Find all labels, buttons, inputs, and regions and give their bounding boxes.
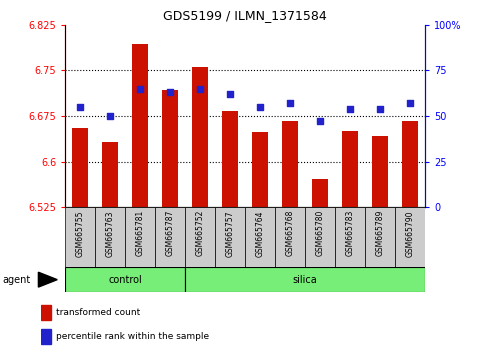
Bar bbox=[342, 131, 358, 207]
Point bbox=[286, 100, 294, 106]
Bar bbox=[125, 207, 155, 267]
Bar bbox=[72, 128, 88, 207]
Bar bbox=[65, 207, 95, 267]
Point bbox=[346, 106, 354, 112]
Bar bbox=[215, 207, 245, 267]
Text: control: control bbox=[108, 275, 142, 285]
Text: GSM665755: GSM665755 bbox=[76, 210, 85, 257]
Point bbox=[406, 100, 414, 106]
Point bbox=[76, 104, 84, 110]
Point bbox=[316, 119, 324, 124]
Bar bbox=[335, 207, 365, 267]
Point bbox=[166, 90, 174, 95]
Bar bbox=[162, 90, 178, 207]
Bar bbox=[95, 207, 125, 267]
Bar bbox=[132, 44, 148, 207]
Text: percentile rank within the sample: percentile rank within the sample bbox=[57, 332, 210, 341]
Bar bbox=[252, 132, 269, 207]
Text: GSM665781: GSM665781 bbox=[136, 210, 145, 256]
Point bbox=[196, 86, 204, 91]
Bar bbox=[402, 121, 418, 207]
Text: GSM665764: GSM665764 bbox=[256, 210, 265, 257]
Point bbox=[136, 86, 144, 91]
Bar bbox=[65, 267, 185, 292]
Text: GSM665752: GSM665752 bbox=[196, 210, 205, 257]
Text: GSM665790: GSM665790 bbox=[406, 210, 414, 257]
Bar bbox=[41, 305, 51, 320]
Bar bbox=[155, 207, 185, 267]
Text: silica: silica bbox=[293, 275, 317, 285]
Text: agent: agent bbox=[2, 275, 30, 285]
Bar bbox=[185, 207, 215, 267]
Bar bbox=[222, 111, 239, 207]
Bar bbox=[372, 136, 388, 207]
Text: GSM665789: GSM665789 bbox=[376, 210, 384, 257]
Point bbox=[376, 106, 384, 112]
Bar bbox=[312, 178, 328, 207]
Text: GSM665780: GSM665780 bbox=[315, 210, 325, 257]
Text: GSM665787: GSM665787 bbox=[166, 210, 175, 257]
Bar bbox=[245, 207, 275, 267]
Point bbox=[226, 91, 234, 97]
Text: GSM665783: GSM665783 bbox=[345, 210, 355, 257]
Bar bbox=[185, 267, 425, 292]
Bar bbox=[305, 207, 335, 267]
Bar bbox=[41, 329, 51, 344]
Text: GSM665768: GSM665768 bbox=[285, 210, 295, 257]
Point bbox=[106, 113, 114, 119]
Bar bbox=[395, 207, 425, 267]
Bar bbox=[275, 207, 305, 267]
Bar bbox=[365, 207, 395, 267]
Bar bbox=[102, 142, 118, 207]
Text: GSM665763: GSM665763 bbox=[106, 210, 114, 257]
Text: GSM665757: GSM665757 bbox=[226, 210, 235, 257]
Polygon shape bbox=[39, 272, 57, 287]
Point bbox=[256, 104, 264, 110]
Bar bbox=[282, 121, 298, 207]
Bar bbox=[192, 67, 208, 207]
Text: transformed count: transformed count bbox=[57, 308, 141, 317]
Title: GDS5199 / ILMN_1371584: GDS5199 / ILMN_1371584 bbox=[163, 9, 327, 22]
